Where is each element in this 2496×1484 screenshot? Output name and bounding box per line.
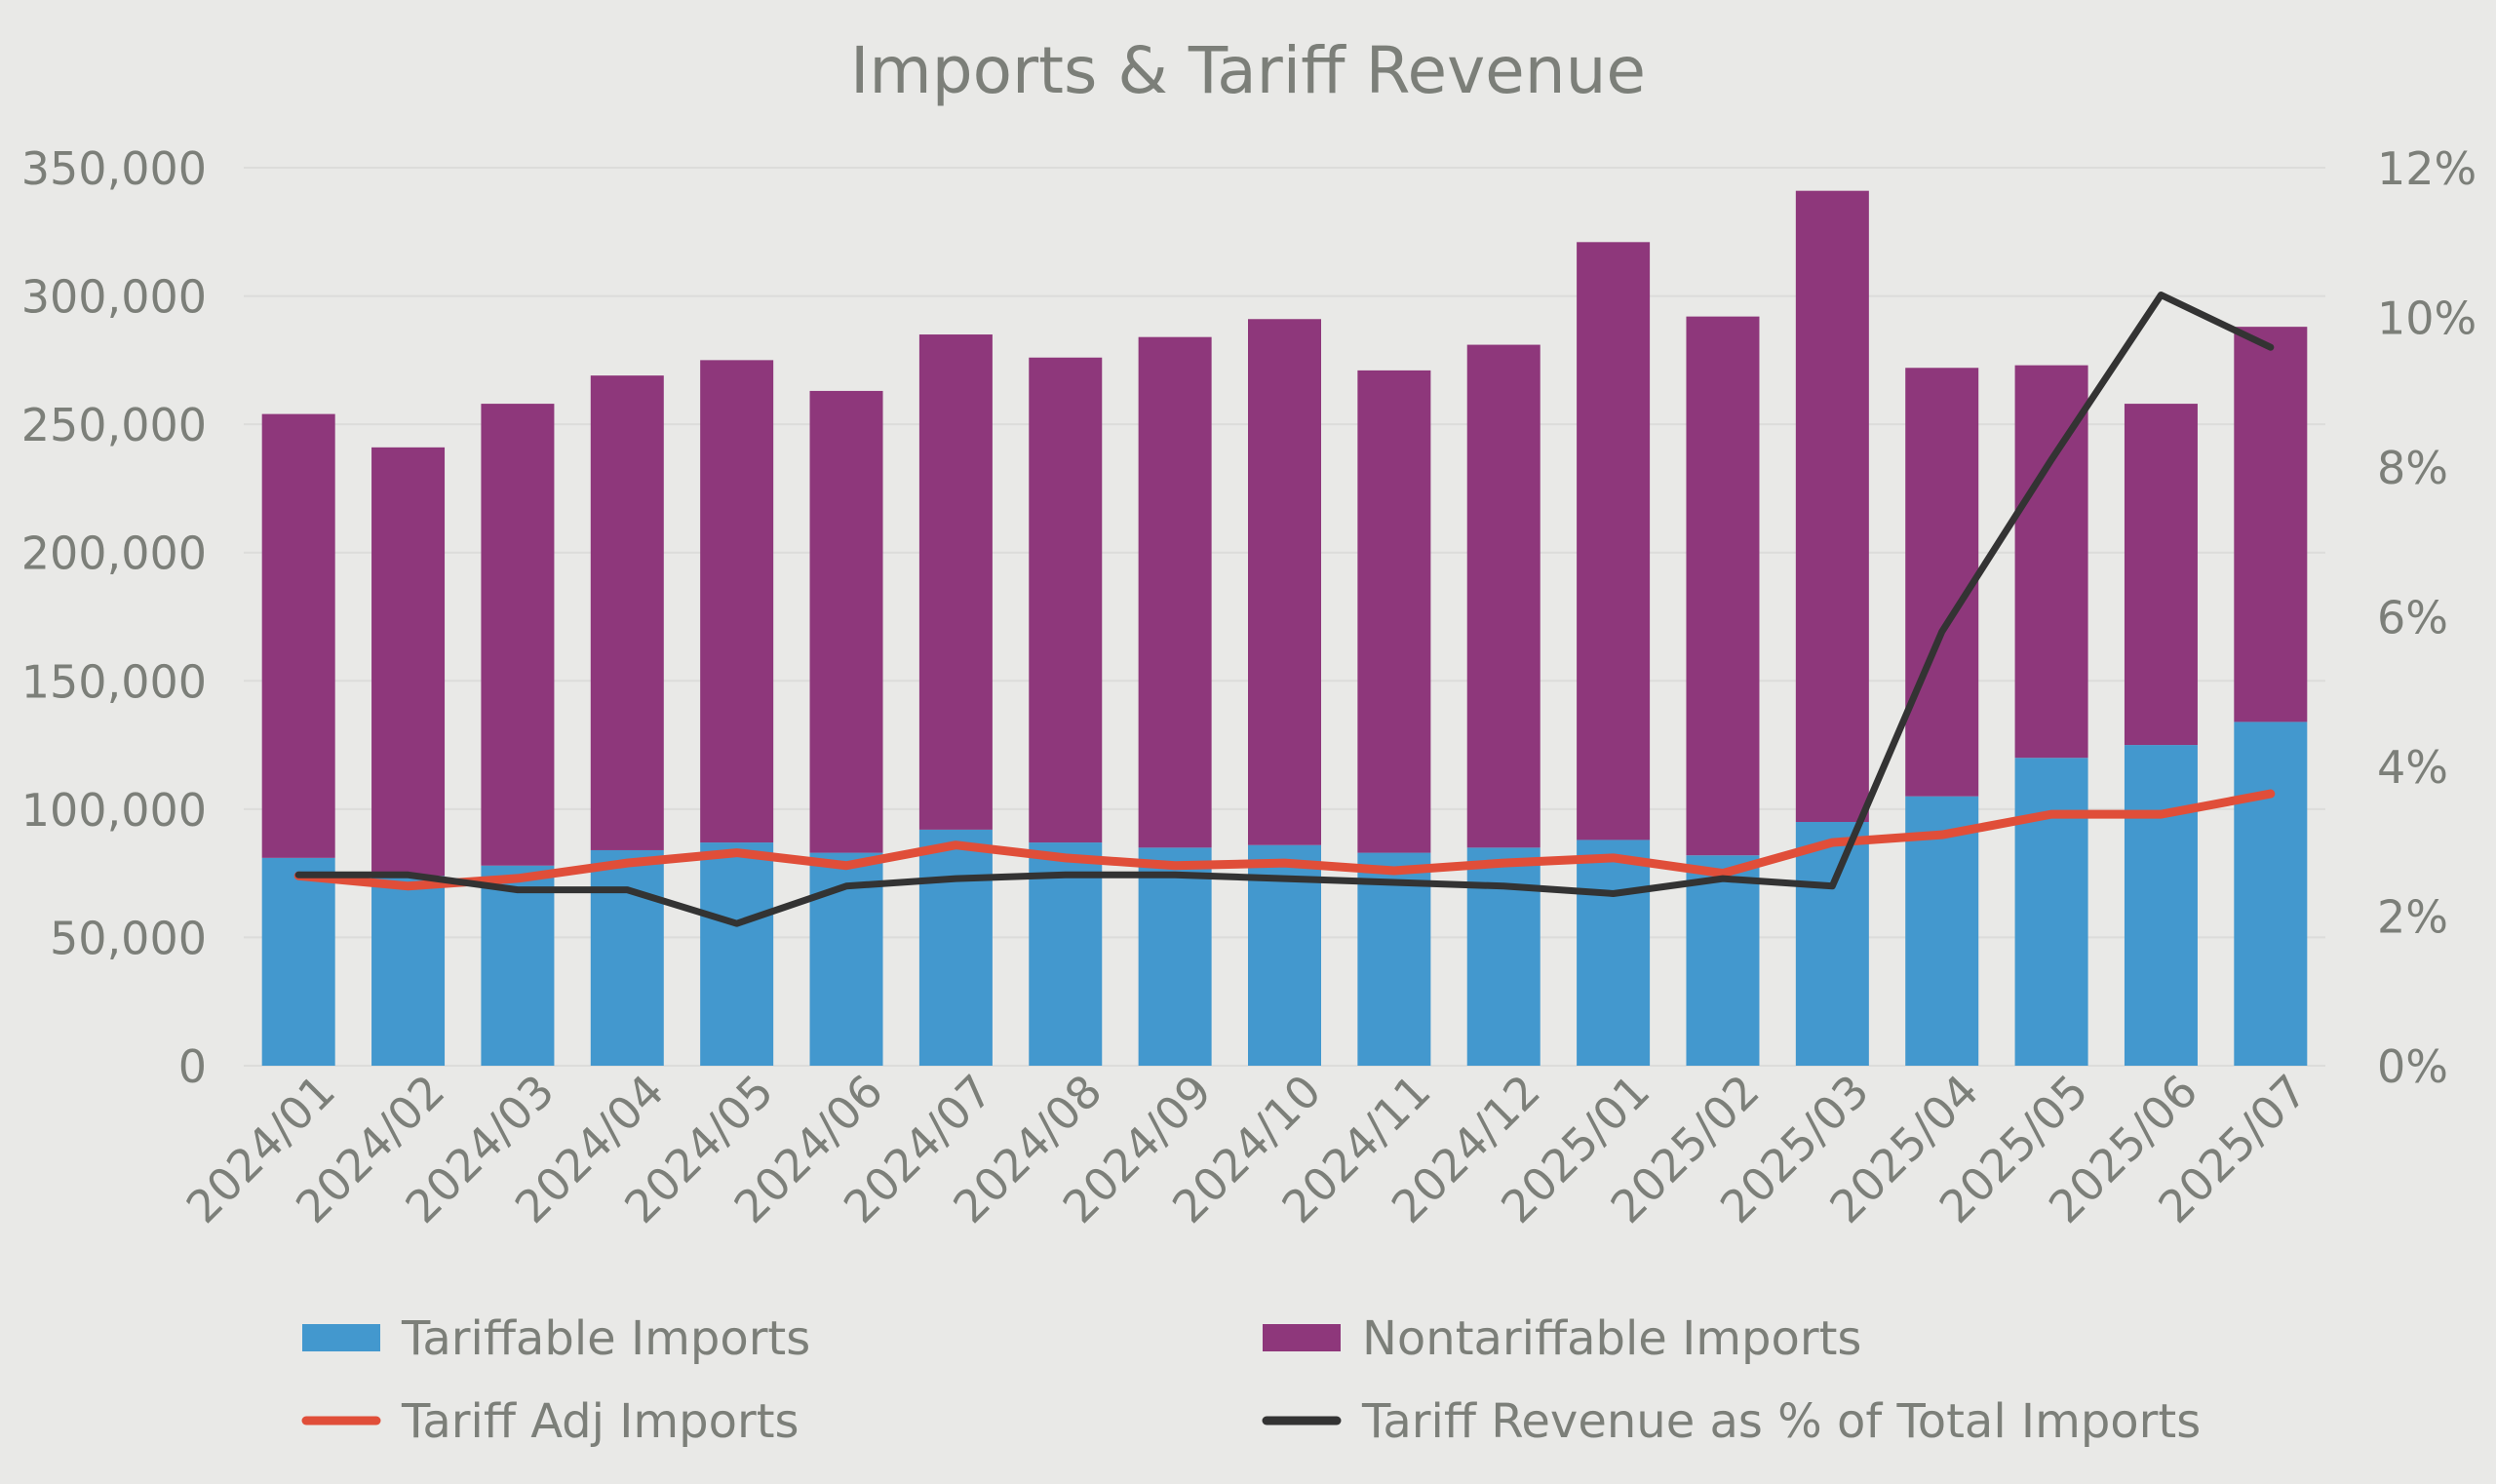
legend-swatch (1263, 1324, 1341, 1351)
y-right-tick-label: 2% (2377, 891, 2448, 944)
bar-nontariffable (2014, 365, 2088, 759)
bar-nontariffable (481, 404, 555, 866)
bar-tariffable (1466, 847, 1540, 1066)
bar-tariffable (2234, 722, 2308, 1066)
series-lines (293, 291, 2276, 927)
legend-item: Nontariffable Imports (1263, 1311, 1861, 1366)
bar-nontariffable (1686, 316, 1760, 856)
bar-nontariffable (918, 334, 993, 830)
x-axis: 2024/012024/022024/032024/042024/052024/… (176, 1065, 2318, 1233)
right-axis: 0% 2% 4% 6% 8% 10% 12% (2377, 142, 2476, 1093)
y-right-tick-label: 4% (2377, 741, 2448, 794)
tariff-revenue-pct-line (294, 291, 2275, 927)
bar-tariffable (2014, 758, 2088, 1066)
y-left-tick-label: 50,000 (50, 912, 207, 964)
bar-nontariffable (1466, 344, 1540, 848)
y-right-tick-label: 6% (2377, 592, 2448, 644)
legend: Tariffable Imports Nontariffable Imports T… (301, 1311, 2201, 1449)
bar-tariffable (1686, 855, 1760, 1066)
y-left-tick-label: 0 (178, 1040, 207, 1093)
bar-tariffable (261, 857, 335, 1066)
left-axis: 0 50,000 100,000 150,000 200,000 250,000 300,0… (21, 142, 207, 1093)
bar-nontariffable (2234, 327, 2308, 722)
y-left-tick-label: 200,000 (21, 527, 207, 580)
legend-item: Tariff Adj Imports (301, 1394, 800, 1449)
bar-nontariffable (1138, 336, 1212, 848)
bar-tariffable (1029, 842, 1103, 1066)
bar-nontariffable (809, 390, 883, 853)
bar-tariffable (918, 829, 993, 1066)
legend-item: Tariff Revenue as % of Total Imports (1262, 1394, 2201, 1449)
y-left-tick-label: 100,000 (21, 784, 207, 837)
bar-tariffable (1138, 847, 1212, 1066)
y-right-tick-label: 0% (2377, 1040, 2448, 1093)
bar-nontariffable (371, 447, 446, 877)
y-right-tick-label: 10% (2377, 293, 2476, 345)
legend-label: Tariff Revenue as % of Total Imports (1361, 1394, 2201, 1449)
y-right-tick-label: 12% (2377, 142, 2476, 195)
bar-tariffable (371, 876, 446, 1066)
bar-nontariffable (590, 375, 664, 850)
bars (261, 190, 2308, 1066)
bar-tariffable (590, 849, 664, 1066)
bar-nontariffable (1029, 357, 1103, 843)
bar-nontariffable (700, 360, 774, 843)
tariff-adj-imports-line (293, 789, 2276, 891)
chart-title: Imports & Tariff Revenue (850, 33, 1646, 108)
bar-nontariffable (261, 413, 335, 858)
legend-item: Tariffable Imports (302, 1311, 810, 1366)
y-left-tick-label: 250,000 (21, 399, 207, 451)
bar-nontariffable (1357, 370, 1431, 853)
y-right-tick-label: 8% (2377, 442, 2448, 494)
y-left-tick-label: 350,000 (21, 142, 207, 195)
legend-label: Tariff Adj Imports (401, 1394, 800, 1449)
legend-label: Nontariffable Imports (1362, 1311, 1861, 1366)
bar-tariffable (1577, 840, 1651, 1066)
bar-nontariffable (1577, 242, 1651, 840)
legend-swatch (302, 1324, 380, 1351)
bar-tariffable (700, 842, 774, 1066)
bar-tariffable (481, 865, 555, 1066)
bar-tariffable (2124, 745, 2198, 1066)
bar-tariffable (1905, 796, 1979, 1066)
bar-tariffable (1357, 852, 1431, 1066)
bar-nontariffable (1248, 319, 1321, 845)
bar-nontariffable (2124, 404, 2198, 746)
bar-nontariffable (1905, 368, 1979, 797)
y-left-tick-label: 300,000 (21, 271, 207, 324)
bar-nontariffable (1795, 190, 1869, 823)
y-left-tick-label: 150,000 (21, 655, 207, 708)
bar-tariffable (1795, 822, 1869, 1066)
legend-label: Tariffable Imports (401, 1311, 810, 1366)
